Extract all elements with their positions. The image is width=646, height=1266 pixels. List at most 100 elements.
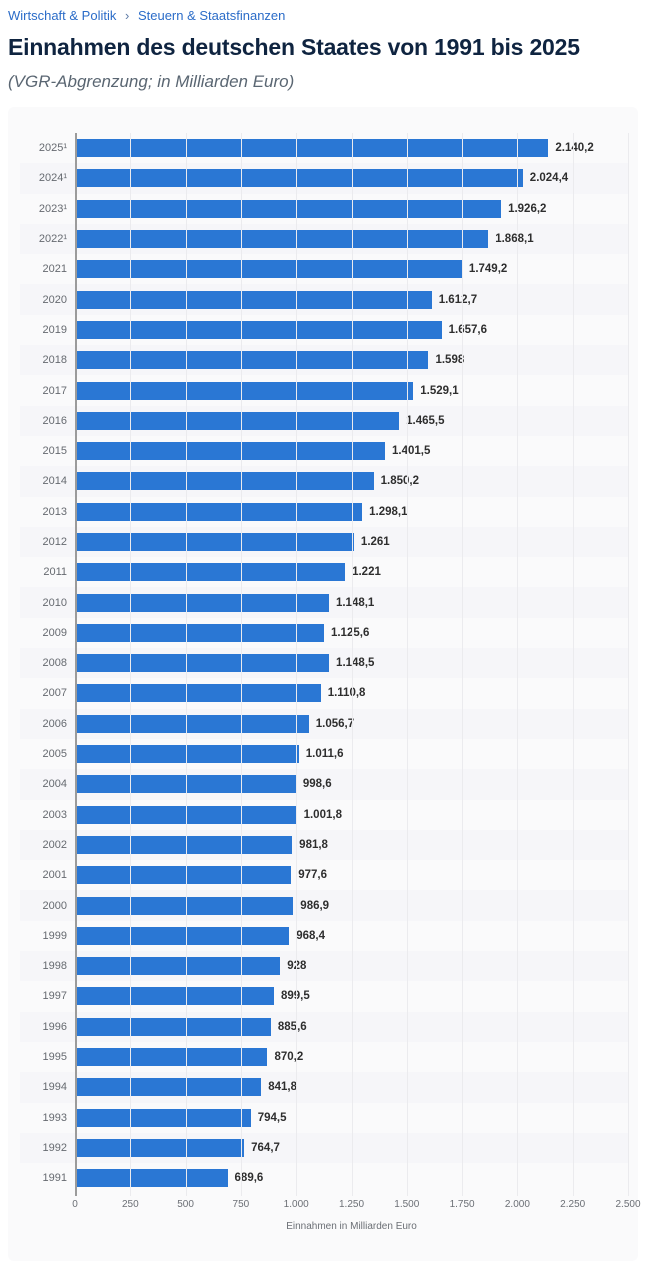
bar-track: 1.749,2: [75, 254, 628, 284]
x-tick-label: 1.250: [338, 1199, 365, 1211]
page-subtitle: (VGR-Abgrenzung; in Milliarden Euro): [8, 72, 295, 91]
x-tick-label: 2.500: [615, 1199, 641, 1211]
breadcrumb-link-wirtschaft-politik[interactable]: Wirtschaft & Politik: [8, 8, 117, 23]
x-tick-label: 2.250: [560, 1199, 586, 1211]
bar[interactable]: [75, 230, 489, 249]
bar[interactable]: [75, 290, 432, 309]
value-label: 2.024,4: [529, 172, 569, 185]
bar[interactable]: [75, 260, 462, 279]
bar[interactable]: [75, 896, 294, 915]
chart-row: 2014 1.850,2: [20, 466, 628, 497]
x-axis-label: Einnahmen in Milliarden Euro: [286, 1221, 417, 1233]
bar-track: 1.465,5: [75, 406, 628, 436]
bar[interactable]: [75, 835, 293, 854]
bar-track: 1.401,5: [75, 436, 628, 466]
bar[interactable]: [75, 1138, 245, 1157]
bar[interactable]: [75, 472, 374, 491]
bar[interactable]: [75, 139, 549, 158]
bar[interactable]: [75, 623, 324, 642]
x-tick-label: 500: [177, 1199, 194, 1211]
bar[interactable]: [75, 320, 442, 339]
bar[interactable]: [75, 1169, 228, 1188]
chart-card: 2025¹ 2.140,2 2024¹ 2.024,4 2023¹ 1.926,2 2022…: [8, 107, 641, 1261]
bar[interactable]: [75, 593, 329, 612]
year-label: 2003: [42, 808, 67, 821]
value-label: 899,5: [280, 990, 310, 1003]
bar-track: 977,6: [75, 860, 628, 890]
bar[interactable]: [75, 1048, 268, 1067]
bar-track: 1.011,6: [75, 739, 628, 769]
chart-row: 2008 1.148,5: [20, 648, 628, 679]
bar[interactable]: [75, 199, 502, 218]
year-label: 2016: [42, 414, 67, 427]
bar-track: 1.221: [75, 557, 628, 587]
year-label: 2014: [42, 475, 67, 488]
chart-row: 2011 1.221: [20, 557, 628, 587]
chart-row: 2015 1.401,5: [20, 436, 628, 466]
bar[interactable]: [75, 411, 400, 430]
bar[interactable]: [75, 563, 346, 582]
breadcrumb-link-steuern-staatsfinanzen[interactable]: Steuern & Staatsfinanzen: [137, 8, 286, 23]
value-label: 1.125,6: [330, 626, 370, 639]
value-label: 1.110,8: [327, 687, 366, 700]
bar[interactable]: [75, 957, 281, 976]
bar[interactable]: [75, 866, 292, 885]
chart-row: 1991 689,6: [20, 1163, 628, 1193]
chart-row: 2023¹ 1.926,2: [20, 194, 628, 224]
bar[interactable]: [75, 714, 309, 733]
value-label: 1.529,1: [420, 384, 459, 397]
value-label: 977,6: [298, 869, 328, 882]
year-label: 1998: [42, 960, 67, 973]
bar[interactable]: [75, 351, 429, 370]
year-label: 2006: [42, 717, 67, 730]
bar[interactable]: [75, 1108, 251, 1127]
chart-row: 2022¹ 1.868,1: [20, 223, 628, 255]
bar[interactable]: [75, 442, 385, 461]
bar[interactable]: [75, 502, 363, 521]
value-label: 1.465,5: [406, 414, 445, 427]
bar[interactable]: [75, 775, 296, 794]
chart-row: 2025¹ 2.140,2: [20, 133, 628, 163]
bar[interactable]: [75, 169, 523, 188]
bar[interactable]: [75, 1017, 271, 1036]
bar[interactable]: [75, 926, 290, 945]
bar[interactable]: [75, 987, 274, 1006]
year-label: 2012: [42, 536, 67, 548]
x-tick-label: 1.500: [394, 1199, 420, 1211]
breadcrumb: Wirtschaft & Politik › Steuern & Staatsf…: [8, 8, 636, 23]
bar-track: 928: [75, 951, 628, 981]
year-label: 2010: [42, 596, 67, 609]
value-label: 841,8: [268, 1081, 297, 1094]
chart-row: 1996 885,6: [20, 1011, 628, 1042]
chart-row: 2005 1.011,6: [20, 739, 628, 769]
bar[interactable]: [75, 745, 299, 764]
bar-track: 1.110,8: [75, 678, 628, 708]
bar-track: 1.868,1: [75, 224, 628, 254]
value-label: 1.598: [435, 354, 465, 367]
bar-track: 1.598: [75, 345, 628, 375]
value-label: 870,2: [274, 1051, 304, 1064]
bar-track: 998,6: [75, 769, 628, 799]
bar[interactable]: [75, 381, 414, 400]
value-label: 885,6: [277, 1020, 307, 1033]
bar[interactable]: [75, 1078, 262, 1097]
chart-row: 2024¹ 2.024,4: [20, 163, 628, 194]
chart-row: 2000 986,9: [20, 890, 628, 921]
year-label: 2025¹: [38, 142, 67, 155]
year-label: 2001: [42, 869, 67, 882]
year-label: 2005: [42, 748, 67, 761]
year-label: 2018: [42, 354, 67, 367]
bar[interactable]: [75, 805, 297, 824]
chart-row: 2018 1.598: [20, 345, 628, 376]
bar-track: 968,4: [75, 921, 628, 951]
bar[interactable]: [75, 654, 330, 673]
gridline: [628, 133, 629, 1197]
bar-rows: 2025¹ 2.140,2 2024¹ 2.024,4 2023¹ 1.926,2 2022…: [20, 133, 628, 1193]
bar[interactable]: [75, 533, 354, 551]
bar-track: 1.148,5: [75, 648, 628, 678]
x-axis-ticks: 0 250 500 750 1.000 1.250 1.500 1.750 2.000 2.250…: [72, 1199, 640, 1215]
bar-track: 1.926,2: [75, 194, 628, 224]
value-label: 1.148,1: [335, 596, 375, 609]
bar[interactable]: [75, 684, 321, 703]
chart-row: 1993 794,5: [20, 1103, 628, 1133]
